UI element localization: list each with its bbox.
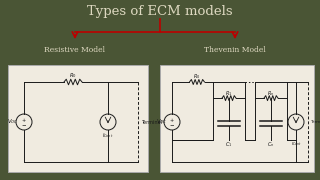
- Text: $I_{Cont}$: $I_{Cont}$: [291, 141, 301, 148]
- Text: $I_{Cont}$: $I_{Cont}$: [102, 132, 114, 140]
- Text: $V_{OC}$: $V_{OC}$: [156, 118, 168, 126]
- Text: Types of ECM models: Types of ECM models: [87, 6, 233, 19]
- Text: $C_n$: $C_n$: [267, 140, 275, 149]
- Text: −: −: [22, 123, 26, 127]
- Text: $R_1$: $R_1$: [225, 89, 233, 98]
- Text: Terminal: Terminal: [310, 120, 320, 124]
- Text: Resistive Model: Resistive Model: [44, 46, 106, 54]
- Text: $C_1$: $C_1$: [225, 140, 233, 149]
- Text: $R_0$: $R_0$: [193, 72, 201, 81]
- Text: Terminal: Terminal: [141, 120, 162, 125]
- Text: −: −: [170, 123, 174, 127]
- Bar: [8, 65, 148, 172]
- Text: +: +: [170, 118, 174, 123]
- Bar: [160, 65, 314, 172]
- Text: +: +: [22, 118, 26, 123]
- Text: $V_{OC}$: $V_{OC}$: [7, 118, 19, 126]
- Text: $R_n$: $R_n$: [267, 89, 275, 98]
- Text: Thevenin Model: Thevenin Model: [204, 46, 266, 54]
- Text: $R_0$: $R_0$: [69, 71, 77, 80]
